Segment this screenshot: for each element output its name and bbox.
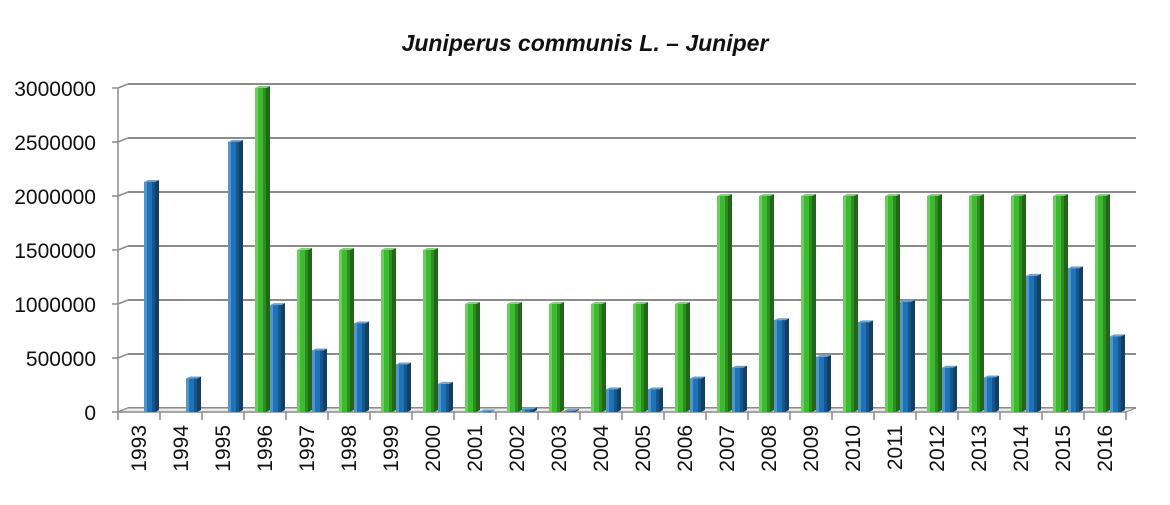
x-tick-label: 2011 [884,425,907,470]
bar-blue [396,362,411,412]
bar-green [591,302,606,412]
y-tick-label: 3000000 [14,78,96,101]
bar-blue [732,365,747,412]
x-tick-labels: 1993 1994 1995 1996 1997 1998 1999 2000 2001 2002… [128,425,1117,472]
y-tick-labels: 0 500000 1000000 1500000 2000000 2500000 30000… [14,78,96,425]
x-tick-label: 2007 [716,425,739,472]
x-tick-label: 1996 [254,425,277,472]
x-tick-label: 2012 [926,425,949,472]
bar-blue [1110,334,1125,412]
bar-green [381,248,396,412]
bar-blue [438,381,453,412]
x-tick-label: 1998 [338,425,361,472]
bar-green [549,302,564,412]
x-tick-label: 1999 [380,425,403,472]
bar-green [969,194,984,412]
bar-blue [606,387,621,412]
x-tick-label: 2014 [1010,425,1033,472]
chart-title: Juniperus communis L. – Juniper [401,30,769,56]
x-tick-label: 2009 [800,425,823,472]
bars [144,86,1125,413]
bar-blue [1026,273,1041,412]
bar-green [507,302,522,412]
x-tick-label: 1994 [170,425,193,472]
grid-depth-line [117,137,129,143]
y-tick-label: 0 [84,402,96,425]
bar-blue [312,348,327,412]
bar-blue [942,365,957,412]
bar-green [717,194,732,412]
bar-blue [564,408,579,412]
bar-green [465,302,480,412]
y-tick-label: 2000000 [14,186,96,209]
bar-green [297,248,312,412]
bar-blue [522,407,537,412]
y-tick-label: 500000 [26,348,96,371]
bar-blue [858,320,873,412]
bar-green [339,248,354,412]
y-tick-label: 1000000 [14,294,96,317]
bar-green [927,194,942,412]
bar-green [255,86,270,412]
bar-blue [690,376,705,412]
bar-green [1095,194,1110,412]
x-tick-label: 2008 [758,425,781,472]
x-tick-label: 2003 [548,425,571,472]
axes [112,87,1137,420]
grid-depth-line [117,83,129,89]
bar-blue [984,375,999,412]
x-tick-label: 2005 [632,425,655,472]
bar-blue [774,318,789,412]
x-tick-label: 2010 [842,425,865,472]
x-tick-label: 2016 [1094,425,1117,472]
y-tick-label: 1500000 [14,240,96,263]
x-tick-label: 2002 [506,425,529,472]
x-tick-label: 2000 [422,425,445,472]
x-tick-label: 2013 [968,425,991,472]
x-tick-label: 2001 [464,425,487,472]
bar-green [675,302,690,412]
bar-blue [816,354,831,412]
bar-green [1011,194,1026,412]
x-tick-label: 2006 [674,425,697,472]
x-tick-label: 1997 [296,425,319,472]
bar-green [1053,194,1068,412]
grid-depth-line [117,299,129,305]
bar-blue [1068,266,1083,412]
x-tick-label: 2004 [590,425,613,472]
bar-blue [228,140,243,412]
x-tick-label: 2015 [1052,425,1075,472]
bar-blue [354,321,369,412]
bar-green [801,194,816,412]
bar-green [843,194,858,412]
bar-blue [186,376,201,412]
bar-green [885,194,900,412]
x-tick-label: 1993 [128,425,151,472]
grid-depth-line [117,353,129,359]
bar-green [633,302,648,412]
bar-blue [900,299,915,412]
bar-blue [480,409,495,413]
y-tick-label: 2500000 [14,132,96,155]
grid-depth-line [117,191,129,197]
bar-green [759,194,774,412]
grid-depth-line [117,245,129,251]
x-tick-label: 1995 [212,425,235,472]
bar-green [423,248,438,412]
bar-blue [270,303,285,412]
bar-blue [648,387,663,412]
bar-blue [144,179,159,412]
